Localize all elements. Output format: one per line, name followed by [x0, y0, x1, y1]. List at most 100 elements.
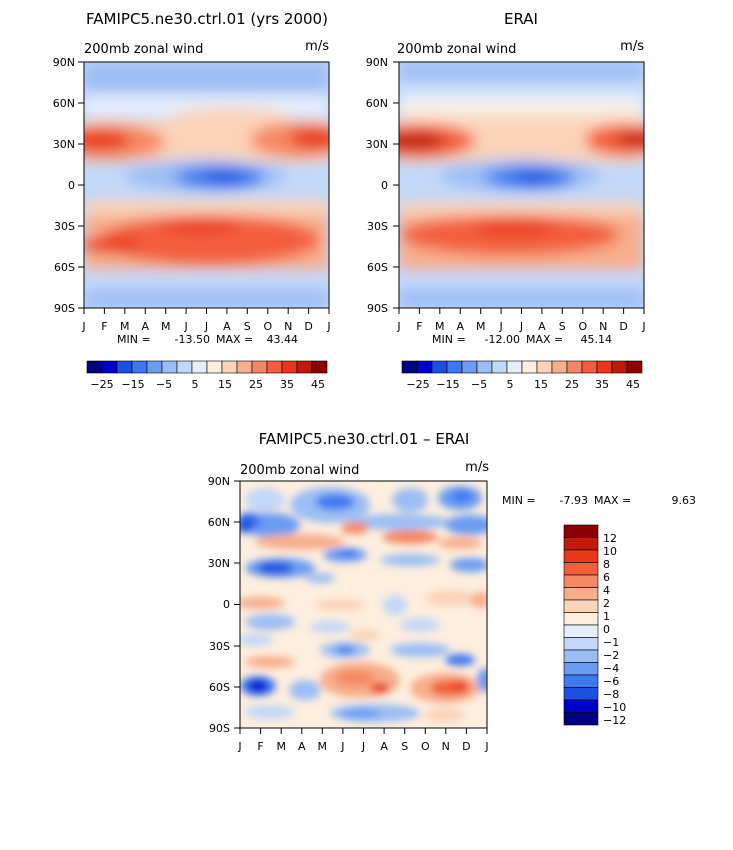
colorbar-swatch	[176, 360, 193, 374]
colorbar-label: 10	[603, 545, 617, 558]
contour-field	[240, 481, 487, 728]
colorbar-label: 0	[603, 623, 610, 636]
colorbar-label: 4	[603, 584, 610, 597]
y-tick-label: 0	[223, 598, 230, 611]
min-value: -13.50	[175, 333, 210, 346]
colorbar-label: 15	[218, 378, 232, 391]
y-tick-label: 30N	[53, 138, 75, 151]
y-tick-label: 30S	[54, 220, 75, 233]
colorbar-label: 25	[565, 378, 579, 391]
x-tick-label: J	[204, 320, 208, 333]
panel-difference: FAMIPC5.ne30.ctrl.01 – ERAI 200mb zonal …	[208, 430, 696, 753]
x-tick-label: N	[599, 320, 607, 333]
colorbar-swatch	[626, 360, 643, 374]
colorbar-swatch	[596, 360, 613, 374]
x-tick-label: M	[435, 320, 445, 333]
x-tick-label: N	[284, 320, 292, 333]
colorbar-label: 12	[603, 532, 617, 545]
colorbar-label: −12	[603, 714, 626, 727]
x-tick-label: A	[142, 320, 150, 333]
colorbar-label: −1	[603, 636, 619, 649]
colorbar-swatch	[551, 360, 568, 374]
colorbar-label: 6	[603, 571, 610, 584]
colorbar-swatch	[491, 360, 508, 374]
max-label: MAX =	[216, 333, 253, 346]
colorbar-swatch	[563, 637, 599, 651]
colorbar: −25 −15 −5 5 15 25 35 45	[86, 360, 328, 391]
colorbar-swatch	[563, 574, 599, 588]
x-tick-label: M	[318, 740, 328, 753]
min-max-readout: MIN = -13.50 MAX = 43.44	[117, 333, 298, 346]
x-tick-label: D	[619, 320, 627, 333]
min-value: -12.00	[485, 333, 520, 346]
colorbar-swatch	[563, 587, 599, 601]
y-tick-label: 90S	[54, 302, 75, 315]
colorbar-label: −2	[603, 649, 619, 662]
x-tick-label: J	[326, 320, 330, 333]
colorbar-swatch	[563, 562, 599, 576]
colorbar-swatch	[476, 360, 493, 374]
colorbar-label: 1	[603, 610, 610, 623]
colorbar-swatch	[161, 360, 178, 374]
colorbar: 12 10 8 6 4 2 1 0 −1 −2 −4 −6 −8 −10 −12	[563, 524, 626, 727]
min-label: MIN =	[432, 333, 466, 346]
x-tick-label: A	[538, 320, 546, 333]
colorbar-swatches	[563, 524, 599, 726]
min-label: MIN =	[117, 333, 151, 346]
y-tick-label: 60S	[209, 681, 230, 694]
colorbar-swatch	[611, 360, 628, 374]
min-value: -7.93	[560, 494, 588, 507]
colorbar-swatch	[401, 360, 418, 374]
colorbar-label: −5	[471, 378, 487, 391]
max-label: MAX =	[526, 333, 563, 346]
colorbar-swatch	[563, 549, 599, 563]
colorbar-swatch	[116, 360, 133, 374]
x-tick-label: A	[380, 740, 388, 753]
panel-subtitle: 200mb zonal wind	[240, 463, 359, 478]
min-max-readout: MIN = -12.00 MAX = 45.14	[432, 333, 612, 346]
colorbar-label: 15	[534, 378, 548, 391]
colorbar-label: −5	[156, 378, 172, 391]
y-tick-label: 60N	[208, 516, 230, 529]
x-axis: J F M A M J J A S O N D J	[396, 308, 646, 333]
y-tick-label: 0	[381, 179, 388, 192]
colorbar-swatch	[563, 674, 599, 688]
colorbar-swatch	[101, 360, 118, 374]
panel-units: m/s	[620, 39, 644, 54]
x-tick-label: F	[416, 320, 422, 333]
x-tick-label: M	[476, 320, 486, 333]
colorbar-label: −25	[90, 378, 113, 391]
x-tick-label: J	[81, 320, 85, 333]
y-tick-label: 90S	[209, 722, 230, 735]
colorbar-label: −25	[406, 378, 429, 391]
x-tick-label: M	[276, 740, 286, 753]
colorbar-label: −8	[603, 688, 619, 701]
x-tick-label: J	[396, 320, 400, 333]
panel-model: FAMIPC5.ne30.ctrl.01 (yrs 2000) 200mb zo…	[53, 10, 331, 391]
colorbar-label: 35	[280, 378, 294, 391]
colorbar: −25 −15 −5 5 15 25 35 45	[401, 360, 643, 391]
x-tick-label: J	[519, 320, 523, 333]
colorbar-swatch	[131, 360, 148, 374]
x-tick-label: A	[223, 320, 231, 333]
colorbar-swatch	[536, 360, 553, 374]
min-label: MIN =	[502, 494, 536, 507]
colorbar-swatch	[563, 612, 599, 626]
colorbar-swatch	[266, 360, 283, 374]
colorbar-swatch	[563, 524, 599, 538]
colorbar-swatch	[563, 599, 599, 613]
y-tick-label: 90N	[53, 56, 75, 69]
max-value: 45.14	[581, 333, 613, 346]
colorbar-swatch	[221, 360, 238, 374]
x-tick-label: A	[298, 740, 306, 753]
colorbar-swatch	[191, 360, 208, 374]
y-tick-label: 30N	[366, 138, 388, 151]
y-tick-label: 30S	[209, 640, 230, 653]
y-tick-label: 60S	[54, 261, 75, 274]
x-tick-label: J	[361, 740, 365, 753]
y-tick-label: 90N	[366, 56, 388, 69]
x-tick-label: J	[183, 320, 187, 333]
colorbar-label: 45	[311, 378, 325, 391]
x-tick-label: N	[442, 740, 450, 753]
colorbar-swatch	[563, 537, 599, 551]
